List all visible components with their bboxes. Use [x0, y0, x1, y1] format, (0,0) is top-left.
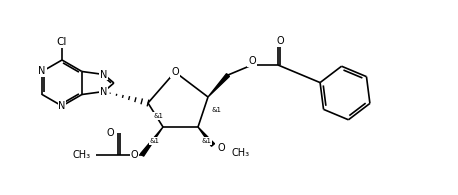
Text: O: O: [171, 67, 179, 77]
Text: N: N: [100, 69, 108, 80]
Text: &1: &1: [153, 113, 163, 119]
Text: O: O: [217, 143, 224, 153]
Polygon shape: [198, 127, 214, 146]
Text: N: N: [38, 66, 46, 76]
Text: N: N: [100, 87, 108, 97]
Text: O: O: [106, 128, 114, 138]
Text: O: O: [248, 56, 256, 66]
Polygon shape: [208, 74, 229, 97]
Text: Cl: Cl: [57, 37, 67, 47]
Text: CH₃: CH₃: [231, 148, 249, 158]
Text: O: O: [276, 36, 284, 46]
Text: O: O: [131, 150, 138, 160]
Text: N: N: [58, 101, 65, 111]
Text: &1: &1: [150, 138, 160, 144]
Polygon shape: [141, 127, 163, 156]
Text: &1: &1: [211, 107, 221, 113]
Text: &1: &1: [201, 138, 211, 144]
Text: CH₃: CH₃: [73, 150, 91, 160]
